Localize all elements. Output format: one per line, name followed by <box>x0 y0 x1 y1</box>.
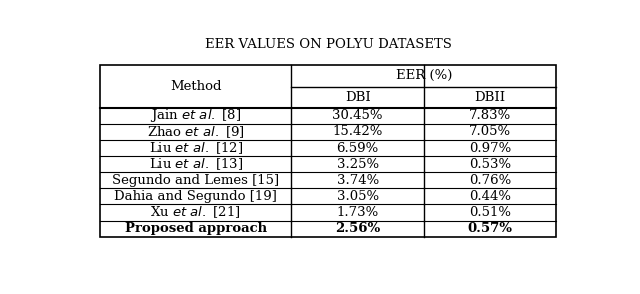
Text: 0.44%: 0.44% <box>469 190 511 203</box>
Text: Liu $\mathit{et\ al.}$ [12]: Liu $\mathit{et\ al.}$ [12] <box>148 140 243 156</box>
Text: 3.74%: 3.74% <box>337 174 379 187</box>
Text: EER VALUES ON POLYU DATASETS: EER VALUES ON POLYU DATASETS <box>205 38 451 51</box>
Text: 0.53%: 0.53% <box>469 158 511 171</box>
Text: 7.83%: 7.83% <box>469 109 511 122</box>
Text: 2.56%: 2.56% <box>335 222 380 235</box>
Text: DBI: DBI <box>345 91 371 104</box>
Text: Zhao $\mathit{et\ al.}$ [9]: Zhao $\mathit{et\ al.}$ [9] <box>147 124 244 140</box>
Text: 7.05%: 7.05% <box>469 126 511 138</box>
Text: 15.42%: 15.42% <box>332 126 383 138</box>
Text: 3.25%: 3.25% <box>337 158 379 171</box>
Text: Xu $\mathit{et\ al.}$ [21]: Xu $\mathit{et\ al.}$ [21] <box>150 205 241 220</box>
Text: Dahia and Segundo [19]: Dahia and Segundo [19] <box>114 190 277 203</box>
Text: Jain $\mathit{et\ al.}$ [8]: Jain $\mathit{et\ al.}$ [8] <box>150 107 241 124</box>
Text: 0.97%: 0.97% <box>469 141 511 155</box>
Text: 1.73%: 1.73% <box>337 206 379 219</box>
Text: Proposed approach: Proposed approach <box>125 222 267 235</box>
Text: 3.05%: 3.05% <box>337 190 379 203</box>
Text: Method: Method <box>170 80 221 93</box>
Text: 0.57%: 0.57% <box>467 222 513 235</box>
Text: Segundo and Lemes [15]: Segundo and Lemes [15] <box>112 174 279 187</box>
Text: 0.76%: 0.76% <box>469 174 511 187</box>
Text: EER (%): EER (%) <box>396 69 452 82</box>
Text: 0.51%: 0.51% <box>469 206 511 219</box>
Text: DBII: DBII <box>474 91 506 104</box>
Text: 6.59%: 6.59% <box>337 141 379 155</box>
Text: Liu $\mathit{et\ al.}$ [13]: Liu $\mathit{et\ al.}$ [13] <box>148 156 243 172</box>
Text: 30.45%: 30.45% <box>332 109 383 122</box>
